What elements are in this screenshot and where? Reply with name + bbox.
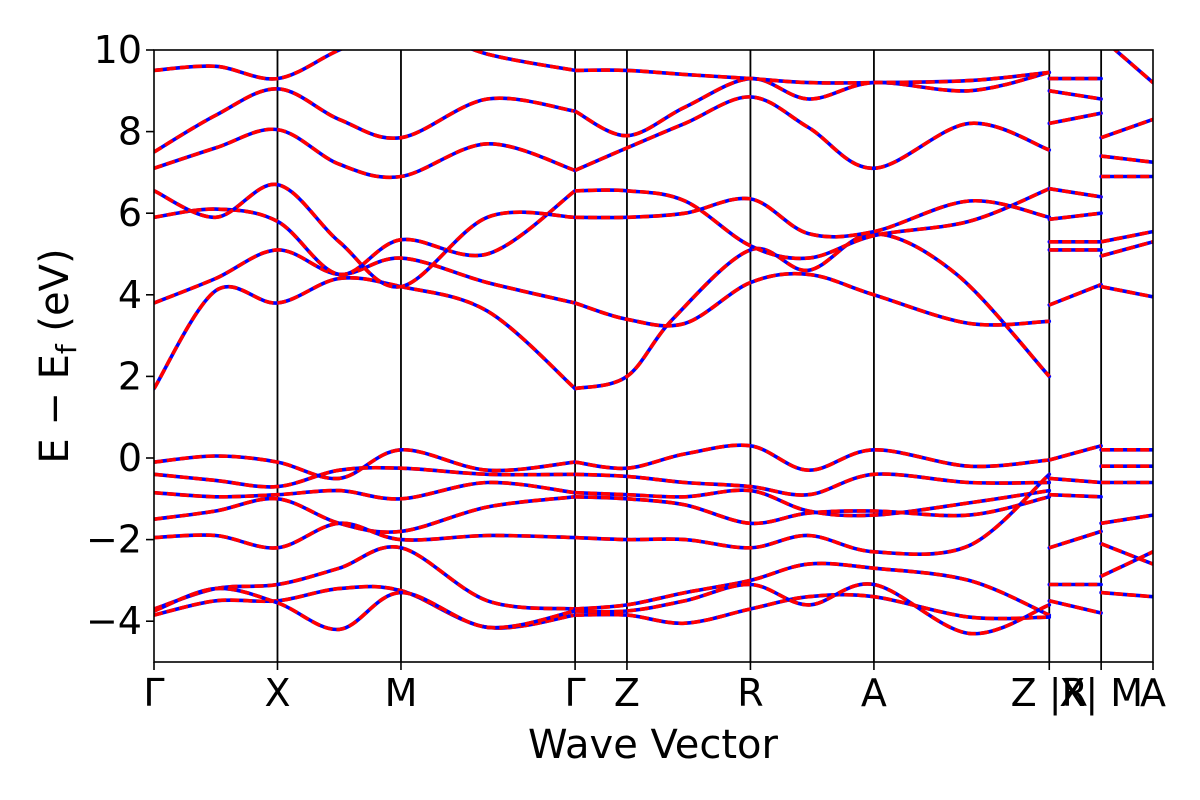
band-line-red [1048, 599, 1102, 615]
band-line-red [575, 495, 1050, 526]
band-line-red [1048, 444, 1102, 462]
band-line-red [154, 465, 576, 489]
band-line-red [154, 586, 576, 632]
y-tick-label: 2 [118, 354, 142, 398]
y-tick-label: 0 [118, 436, 142, 480]
plot-frame [153, 49, 1154, 663]
band-line-red [575, 488, 1050, 518]
band-line-red [1048, 529, 1102, 550]
y-tick-label: 4 [118, 273, 142, 317]
band-line-red [574, 231, 1051, 391]
band-line-red [1049, 186, 1102, 199]
band-line-red [1100, 154, 1153, 164]
x-tick-label: A [861, 671, 887, 715]
band-line-red [1100, 590, 1153, 599]
band-line-red [574, 443, 1050, 473]
x-tick-label: X [264, 671, 290, 715]
band-line-red [574, 271, 1050, 328]
x-tick-label: Z |R [1011, 671, 1088, 716]
y-axis-label: E − Ef (eV) [32, 248, 83, 463]
band-line-red [154, 127, 576, 180]
band-line-red [1100, 240, 1153, 258]
band-line-red [1049, 89, 1102, 101]
x-tick-label: Γ [565, 671, 586, 715]
band-line-red [154, 521, 576, 550]
band-line-red [574, 95, 1050, 173]
band-line-red [1100, 229, 1153, 244]
y-axis-ticks: −4 −2 0 2 4 6 8 10 [86, 28, 154, 643]
band-line-red [1100, 117, 1153, 140]
band-line-red [1049, 492, 1102, 499]
band-line-red [1112, 50, 1153, 84]
band-line-red [154, 182, 576, 289]
band-line-red [575, 582, 1050, 636]
y-tick-label: 10 [94, 28, 142, 72]
x-axis-label: Wave Vector [528, 722, 779, 768]
band-line-red [1100, 284, 1153, 299]
band-line-red [154, 50, 576, 81]
y-tick-label: 8 [118, 110, 142, 154]
high-symmetry-lines [276, 50, 1103, 662]
y-axis-label-unit: (eV) [32, 248, 78, 344]
y-tick-label: −4 [86, 599, 142, 643]
band-line-red [1048, 282, 1102, 307]
band-line-red [575, 196, 1050, 239]
band-line-red [575, 592, 1050, 626]
band-line-red [154, 189, 577, 277]
band-lines [154, 50, 1153, 636]
x-tick-label: Γ [143, 671, 164, 715]
band-line-red [574, 561, 1051, 617]
band-line-red [574, 70, 1050, 138]
band-line-red [1049, 211, 1102, 222]
band-line-red [1100, 550, 1153, 578]
band-line-red [154, 584, 576, 630]
x-tick-label: Z [614, 671, 640, 715]
x-tick-label: X| M [1059, 671, 1143, 716]
x-tick-label: R [737, 671, 763, 715]
band-line-red [575, 68, 1050, 85]
y-axis-label-subscript: f [50, 343, 83, 354]
x-tick-label: A [1140, 671, 1166, 715]
y-axis-label-main: E − E [32, 354, 78, 464]
band-line-red [154, 447, 576, 481]
band-line-red [575, 472, 1050, 497]
band-line-red [154, 480, 576, 501]
band-line-red [154, 495, 576, 534]
band-line-red [1100, 513, 1153, 526]
band-line-red [1100, 542, 1153, 566]
band-line-red [575, 187, 1050, 261]
x-tick-label: M [385, 671, 418, 715]
band-line-red [575, 472, 1051, 557]
band-line-red [1048, 111, 1102, 126]
y-tick-label: 6 [118, 191, 142, 235]
band-line-red [1049, 476, 1102, 485]
band-line-red [154, 276, 577, 390]
y-tick-label: −2 [86, 518, 142, 562]
band-line-red [154, 86, 576, 154]
